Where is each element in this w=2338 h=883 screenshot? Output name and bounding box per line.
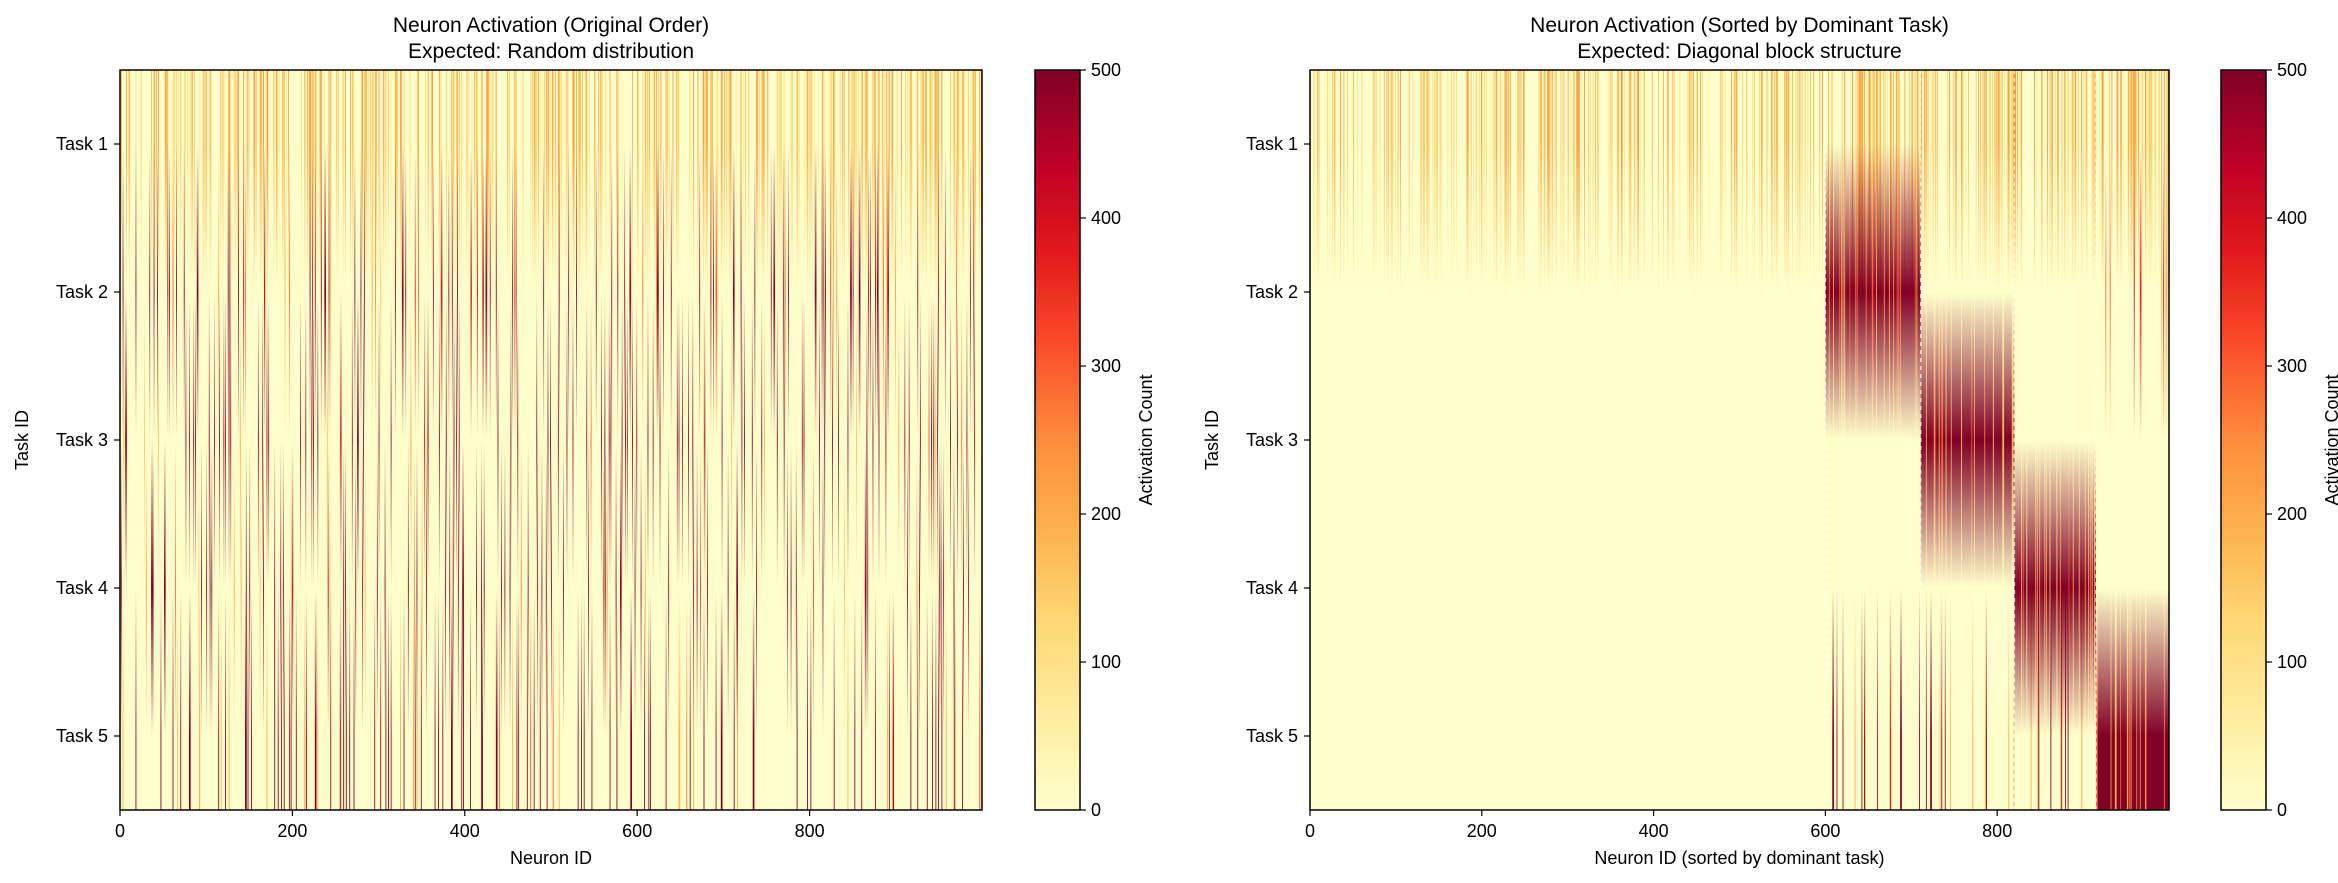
figure: Task 1Task 2Task 3Task 4Task 50 200 400 600… bbox=[12, 14, 2338, 868]
